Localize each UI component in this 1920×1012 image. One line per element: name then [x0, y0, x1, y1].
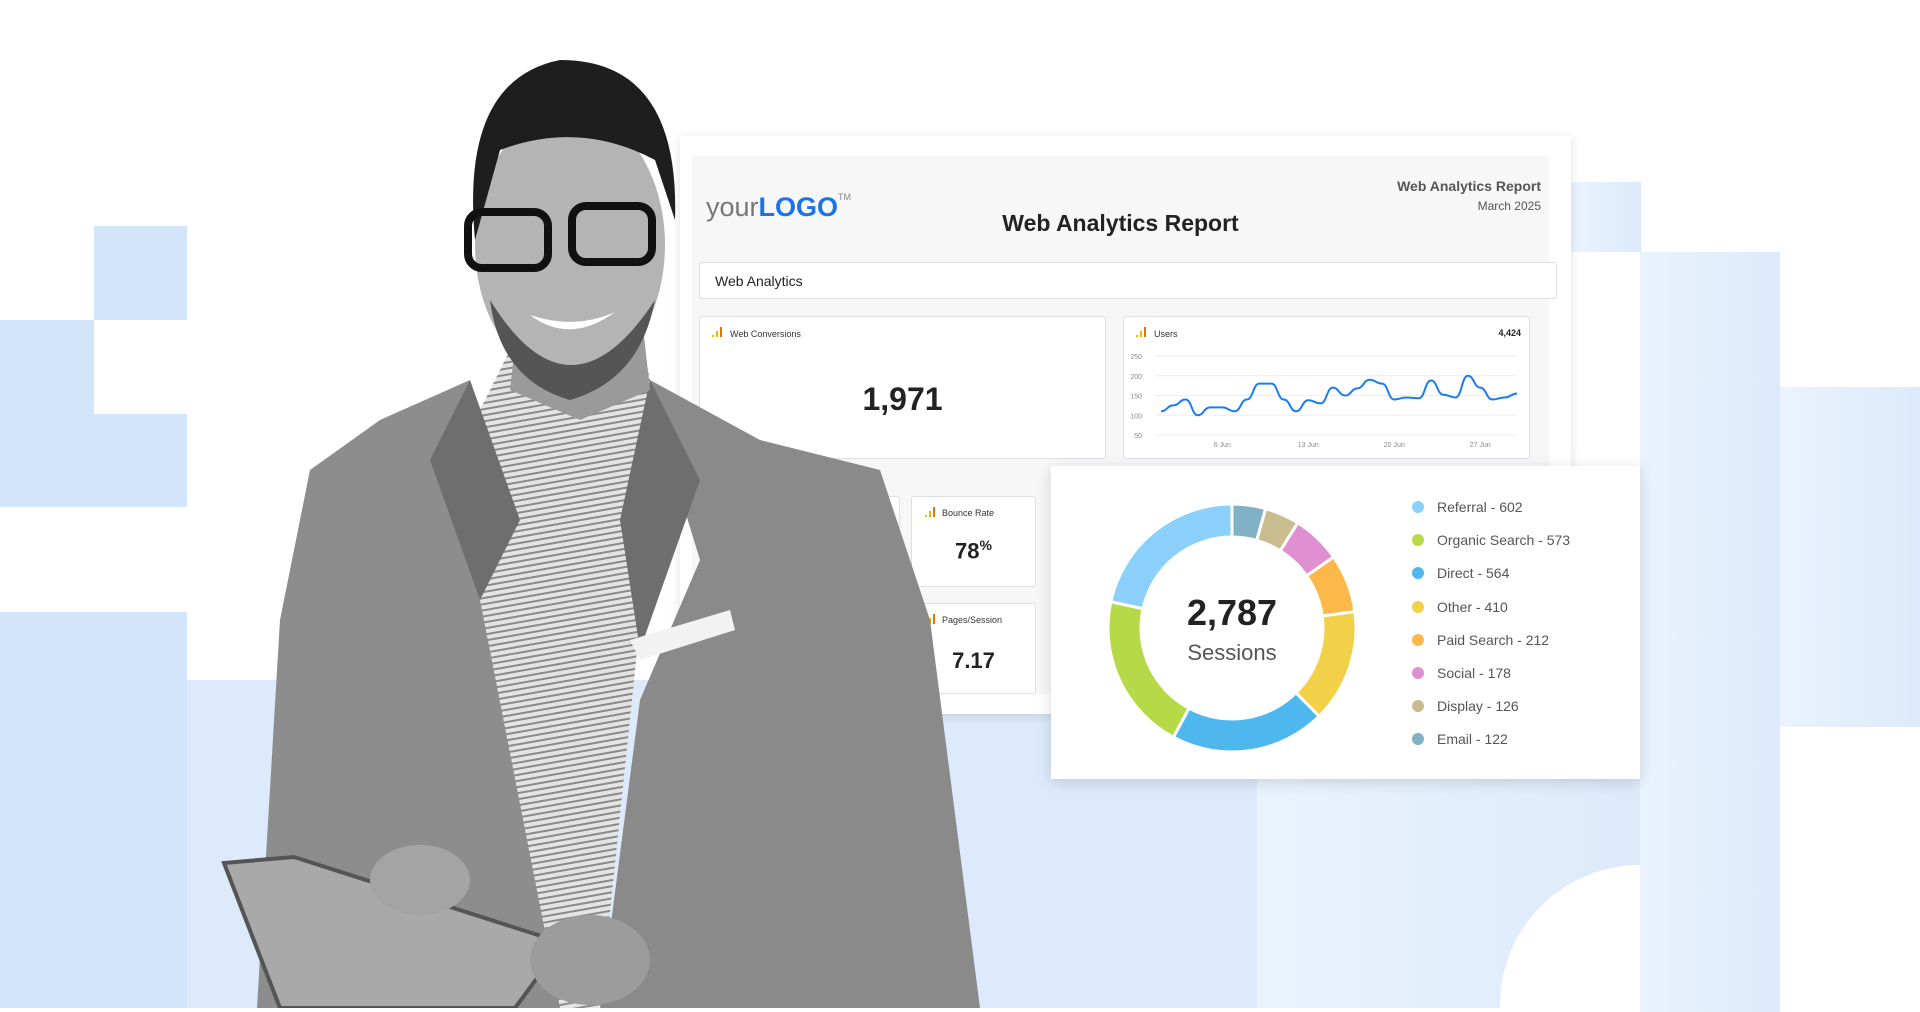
legend-dot-icon: [1412, 567, 1424, 580]
bg-block: [0, 320, 94, 414]
analytics-icon: [925, 507, 935, 517]
bounce-rate-card: Bounce Rate 78%: [911, 496, 1036, 587]
legend-dot-icon: [1412, 733, 1424, 746]
legend-item: Organic Search - 573: [1412, 532, 1570, 548]
section-header: Web Analytics: [699, 262, 1557, 299]
bg-block: [94, 226, 187, 320]
card-title: Users: [1154, 329, 1178, 339]
legend-label: Paid Search - 212: [1437, 631, 1550, 648]
legend-label: Direct - 564: [1437, 565, 1510, 582]
users-total: 4,424: [1498, 328, 1521, 338]
legend-dot-icon: [1412, 633, 1424, 646]
sessions-donut-chart: [1106, 502, 1358, 754]
legend-label: Referral - 602: [1437, 499, 1523, 515]
legend-item: Email - 122: [1412, 731, 1508, 747]
legend-dot-icon: [1412, 501, 1424, 513]
x-tick-label: 20 Jun: [1384, 442, 1405, 449]
legend-item: Referral - 602: [1412, 499, 1523, 515]
card-title: Web Conversions: [730, 329, 801, 339]
bg-block: [0, 612, 187, 1008]
y-tick-label: 250: [1130, 354, 1142, 361]
bounce-rate-value: 78%: [955, 537, 992, 564]
legend-label: Social - 178: [1437, 665, 1511, 681]
legend-label: Display - 126: [1437, 698, 1519, 715]
report-date: March 2025: [1477, 199, 1541, 213]
card-title: Pages/Session: [942, 615, 1003, 625]
y-tick-label: 200: [1130, 374, 1142, 381]
page-title: Web Analytics Report: [1002, 210, 1239, 236]
sessions-total: 2,787: [1186, 592, 1278, 633]
legend-item: Social - 178: [1412, 665, 1511, 681]
legend-dot-icon: [1412, 534, 1424, 547]
bg-block: [0, 414, 187, 507]
bg-block: [1640, 252, 1780, 1012]
legend-item: Other - 410: [1412, 599, 1508, 615]
x-tick-label: 13 Jun: [1298, 442, 1319, 449]
y-tick-label: 50: [1134, 433, 1142, 440]
legend-item: Direct - 564: [1412, 565, 1509, 581]
x-tick-label: 6 Jun: [1214, 442, 1231, 449]
bg-block: [1780, 387, 1920, 727]
bg-block: [1571, 182, 1641, 252]
analytics-icon: [712, 327, 722, 337]
pages-session-value: 7.17: [952, 648, 995, 673]
legend-dot-icon: [1412, 600, 1424, 613]
legend-label: Organic Search - 573: [1437, 532, 1571, 549]
legend-item: Display - 126: [1412, 698, 1519, 714]
y-tick-label: 100: [1130, 413, 1142, 420]
users-card: Users 4,424 250 200 150 100 50 6 Jun 13 Jun 20 …: [1123, 316, 1530, 459]
sessions-label: Sessions: [1187, 640, 1277, 665]
donut-slice-direct: [1171, 690, 1322, 754]
legend-label: Other - 410: [1437, 598, 1508, 615]
report-name: Web Analytics Report: [1397, 178, 1541, 194]
users-line-chart: 250 200 150 100 50 6 Jun 13 Jun 20 Jun 27 Jun: [1130, 354, 1518, 449]
conversions-value: 1,971: [862, 381, 943, 417]
logo: yourLOGOTM: [706, 192, 852, 222]
legend-dot-icon: [1412, 667, 1424, 679]
y-tick-label: 150: [1130, 394, 1142, 401]
x-tick-label: 27 Jun: [1470, 442, 1491, 449]
web-conversions-card: Web Conversions 1,971: [699, 316, 1106, 459]
person-photo: [221, 60, 980, 1008]
legend-dot-icon: [1412, 700, 1424, 713]
users-series-line: [1160, 374, 1518, 417]
donut-slice-referral: [1109, 502, 1234, 611]
sessions-donut-card: 2,787 Sessions Referral - 602 Organic Sea…: [1051, 466, 1640, 779]
card-title: Bounce Rate: [942, 508, 995, 518]
legend-item: Paid Search - 212: [1412, 632, 1549, 648]
analytics-icon: [1136, 327, 1146, 337]
legend-label: Email - 122: [1437, 731, 1508, 748]
